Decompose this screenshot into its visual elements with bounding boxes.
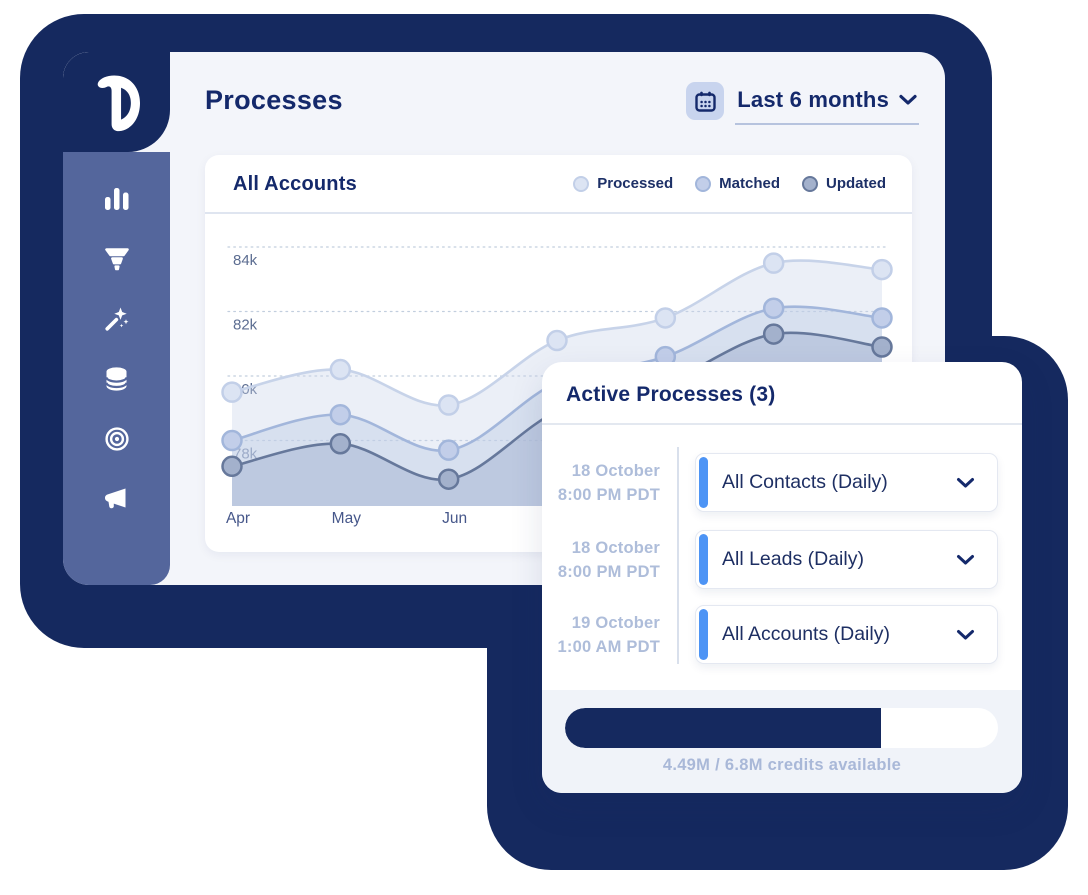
x-tick-label: Apr xyxy=(226,510,250,527)
data-point xyxy=(871,307,893,329)
accent-bar xyxy=(699,457,708,508)
process-schedule-time: 19 October 1:00 AM PDT xyxy=(557,614,660,656)
data-point xyxy=(871,336,893,358)
calendar-icon[interactable] xyxy=(686,82,725,120)
chevron-down-icon xyxy=(957,629,974,639)
legend-item-updated[interactable]: Updated xyxy=(802,175,886,192)
data-point xyxy=(437,468,460,490)
data-point xyxy=(762,323,785,345)
sidebar-item-magic-wand-icon[interactable] xyxy=(102,306,132,332)
legend-item-matched[interactable]: Matched xyxy=(695,175,780,192)
divider xyxy=(677,447,679,664)
data-point xyxy=(546,329,568,352)
legend-item-processed[interactable]: Processed xyxy=(573,175,673,192)
legend-label: Matched xyxy=(719,175,780,192)
legend-dot xyxy=(802,175,818,192)
process-schedule-time: 18 October 8:00 PM PDT xyxy=(557,539,660,581)
legend-dot xyxy=(695,175,712,192)
credits-footer: 4.49M / 6.8M credits available xyxy=(542,690,1022,793)
y-tick-label: 84k xyxy=(233,252,258,269)
date-range-label: Last 6 months xyxy=(737,87,889,112)
data-point xyxy=(221,429,243,452)
app-logo[interactable] xyxy=(63,52,170,152)
legend-label: Updated xyxy=(826,175,886,192)
chevron-down-icon xyxy=(957,477,974,487)
sidebar-item-funnel-icon[interactable] xyxy=(102,246,132,272)
legend-label: Processed xyxy=(597,175,674,192)
data-point xyxy=(762,297,785,320)
sidebar-item-target-icon[interactable] xyxy=(102,426,132,452)
process-label: All Contacts (Daily) xyxy=(722,471,888,493)
y-tick-label: 78k xyxy=(233,446,258,463)
process-select-2[interactable]: All Leads (Daily) xyxy=(695,530,998,589)
sidebar-item-megaphone-icon[interactable] xyxy=(102,486,132,512)
x-tick-label: May xyxy=(332,510,362,527)
process-label: All Leads (Daily) xyxy=(722,548,864,570)
chart-card-header: All Accounts Processed Matched Updated xyxy=(205,155,912,214)
credits-caption: 4.49M / 6.8M credits available xyxy=(662,756,902,774)
chart-legend: Processed Matched Updated xyxy=(573,155,886,212)
page-title: Processes xyxy=(205,85,343,115)
chart-title: All Accounts xyxy=(233,173,357,195)
accent-bar xyxy=(699,609,708,660)
legend-dot xyxy=(573,175,590,192)
chevron-down-icon xyxy=(899,94,917,105)
accent-bar xyxy=(699,534,708,585)
process-select-1[interactable]: All Contacts (Daily) xyxy=(695,453,998,512)
sidebar-item-database-icon[interactable] xyxy=(102,366,132,392)
divider xyxy=(542,423,1022,425)
data-point xyxy=(762,252,785,274)
data-point xyxy=(871,258,893,281)
active-processes-card: Active Processes (3) 18 October 8:00 PM P… xyxy=(542,362,1022,793)
logo-d-icon xyxy=(97,75,140,132)
process-schedule-time: 18 October 8:00 PM PDT xyxy=(557,462,660,504)
process-select-3[interactable]: All Accounts (Daily) xyxy=(695,605,998,664)
date-range-picker[interactable]: Last 6 months xyxy=(686,82,919,125)
chevron-down-icon xyxy=(957,554,974,564)
data-point xyxy=(437,394,460,416)
active-processes-title: Active Processes (3) xyxy=(566,383,776,406)
data-point xyxy=(329,432,352,455)
credits-progress-bar xyxy=(565,708,998,748)
process-label: All Accounts (Daily) xyxy=(722,623,890,645)
credits-progress-fill xyxy=(565,708,882,748)
sidebar-item-bar-chart-icon[interactable] xyxy=(102,186,132,212)
data-point xyxy=(329,358,352,381)
y-tick-label: 82k xyxy=(233,317,258,334)
data-point xyxy=(221,455,243,478)
data-point xyxy=(437,439,460,461)
data-point xyxy=(221,381,243,403)
data-point xyxy=(329,403,352,426)
x-tick-label: Jun xyxy=(442,510,467,527)
data-point xyxy=(654,307,677,329)
sidebar xyxy=(63,152,170,585)
